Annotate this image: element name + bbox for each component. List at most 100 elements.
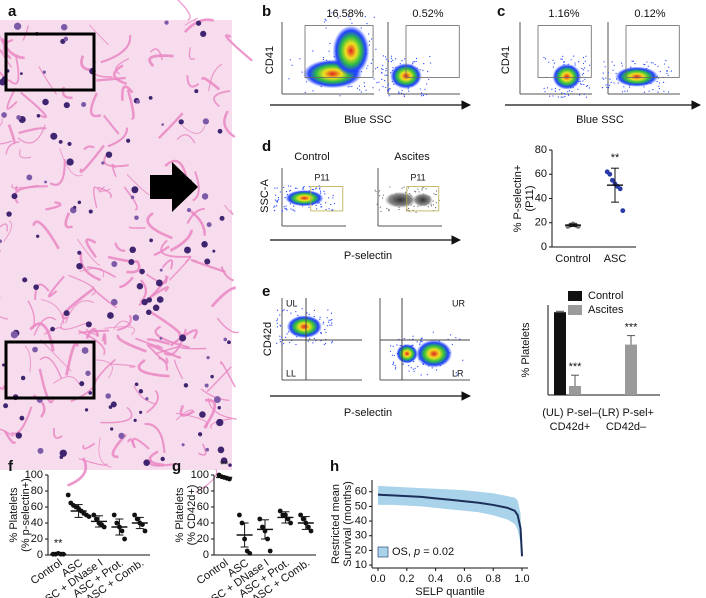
event-dot xyxy=(562,55,564,57)
event-dot xyxy=(646,61,648,63)
event-dot xyxy=(390,55,393,57)
event-dot xyxy=(586,85,589,87)
data-point xyxy=(65,492,71,498)
event-dot xyxy=(418,191,420,193)
x-axis-label: Blue SSC xyxy=(576,114,624,126)
event-dot xyxy=(375,48,377,50)
nucleus xyxy=(139,410,143,414)
nucleus xyxy=(178,119,184,125)
event-dot xyxy=(279,335,281,337)
event-dot xyxy=(324,328,326,331)
nucleus xyxy=(59,449,67,457)
event-dot xyxy=(429,55,431,58)
event-dot xyxy=(286,333,288,335)
event-dot xyxy=(276,318,279,320)
x-tick-label: CD42d+ xyxy=(550,421,591,433)
event-dot xyxy=(388,209,390,211)
nucleus xyxy=(1,112,7,118)
event-dot xyxy=(392,59,394,61)
event-dot xyxy=(275,194,277,196)
tissue-strand xyxy=(111,163,117,178)
data-point xyxy=(111,512,117,518)
tissue-strand xyxy=(18,126,47,135)
x-tick-label: 0.0 xyxy=(370,573,385,585)
panel-label: e xyxy=(262,283,270,300)
nucleus xyxy=(184,246,191,254)
event-dot xyxy=(579,83,582,85)
event-dot xyxy=(385,86,387,89)
event-dot xyxy=(286,209,288,211)
tissue-strand xyxy=(3,38,14,60)
event-dot xyxy=(320,203,322,205)
event-dot xyxy=(435,369,438,371)
event-dot xyxy=(401,89,403,92)
nucleus xyxy=(199,411,206,418)
event-dot xyxy=(665,59,667,62)
event-dot xyxy=(375,190,377,193)
nucleus xyxy=(146,297,153,303)
panel-label: b xyxy=(262,3,271,20)
event-dot xyxy=(368,33,370,35)
event-dot xyxy=(564,93,566,95)
event-dot xyxy=(387,90,389,92)
nucleus xyxy=(63,310,70,317)
event-dot xyxy=(368,44,370,46)
event-dot xyxy=(621,65,623,67)
tissue-strand xyxy=(186,75,200,88)
event-dot xyxy=(320,332,322,335)
event-dot xyxy=(587,70,589,72)
nucleus xyxy=(0,78,6,86)
legend-text-part: p xyxy=(413,546,420,558)
annotation: *** xyxy=(625,322,639,334)
nucleus xyxy=(194,89,199,94)
event-dot xyxy=(319,187,321,189)
tissue-strand xyxy=(59,148,83,177)
nucleus xyxy=(20,72,23,76)
tissue-strand xyxy=(79,252,101,282)
event-dot xyxy=(567,91,569,93)
event-dot xyxy=(274,187,276,189)
x-tick-label: 1.0 xyxy=(514,573,529,585)
event-dot xyxy=(650,62,652,64)
event-dot xyxy=(322,58,325,61)
event-dot xyxy=(294,187,296,189)
event-dot xyxy=(387,84,389,87)
data-point xyxy=(257,516,263,522)
tissue-strand xyxy=(126,89,135,120)
event-dot xyxy=(578,94,581,96)
nucleus xyxy=(26,174,33,181)
event-dot xyxy=(322,323,324,325)
nucleus xyxy=(3,403,9,409)
event-dot xyxy=(302,187,304,189)
event-dot xyxy=(316,208,318,210)
event-dot xyxy=(563,61,565,63)
tissue-strand xyxy=(144,422,166,453)
nucleus xyxy=(11,193,18,200)
tissue-strand xyxy=(158,357,168,371)
tissue-strand xyxy=(190,259,226,274)
tissue-strand xyxy=(47,275,65,298)
event-dot xyxy=(297,314,299,317)
event-dot xyxy=(613,82,615,84)
event-dot xyxy=(412,338,414,340)
tissue-strand xyxy=(0,140,13,145)
event-dot xyxy=(408,90,410,92)
nucleus xyxy=(223,337,228,342)
nucleus xyxy=(15,432,22,439)
event-dot xyxy=(385,58,387,60)
nucleus xyxy=(128,259,135,266)
legend-label: Ascites xyxy=(588,304,624,316)
inset-box xyxy=(4,32,96,92)
event-dot xyxy=(327,309,329,311)
event-dot xyxy=(382,68,384,71)
y-tick-label: 40 xyxy=(535,192,547,204)
event-dot xyxy=(413,60,415,63)
event-dot xyxy=(388,90,390,92)
y-tick-label: 80 xyxy=(535,144,547,156)
tissue-strand xyxy=(85,238,98,259)
event-dot xyxy=(559,89,561,91)
tissue-strand xyxy=(114,242,126,252)
event-dot xyxy=(324,18,326,20)
data-point xyxy=(101,524,107,530)
event-dot xyxy=(574,62,576,64)
